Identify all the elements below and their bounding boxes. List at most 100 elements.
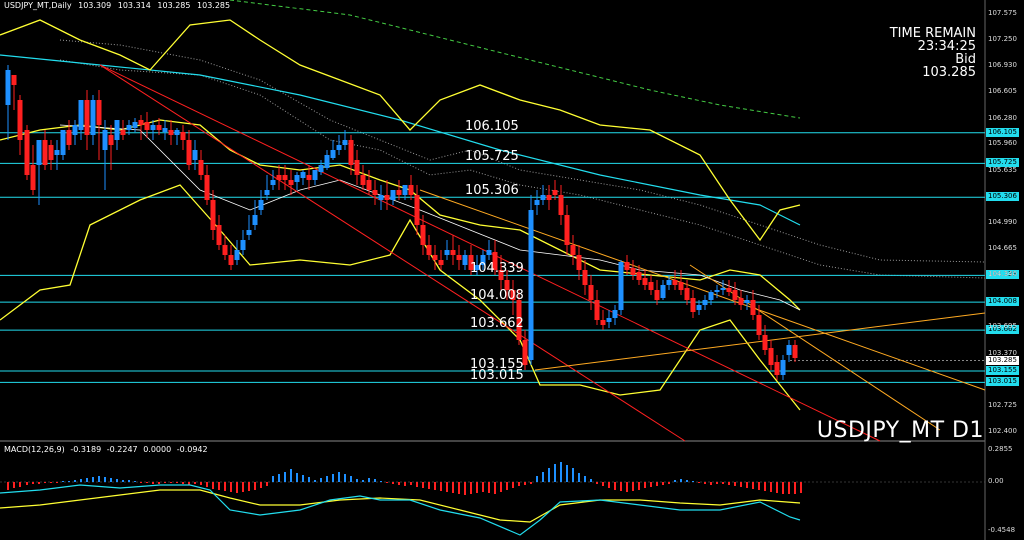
candle-body [768, 348, 774, 365]
macd-histogram-bar [272, 476, 274, 482]
candle-body [204, 175, 210, 200]
candle-body [474, 265, 480, 270]
macd-histogram-bar [734, 482, 736, 486]
macd-histogram-bar [614, 482, 616, 490]
macd-histogram-bar [188, 482, 190, 485]
macd-histogram-bar [452, 482, 454, 493]
macd-histogram-bar [92, 477, 94, 482]
macd-histogram-bar [746, 482, 748, 488]
macd-histogram-bar [206, 482, 208, 487]
candle-body [66, 130, 72, 145]
candle-body [666, 280, 672, 285]
candle-body [726, 288, 732, 292]
candle-body [11, 75, 17, 85]
chart-header: USDJPY_MT,Daily 103.309 103.314 103.285 … [4, 1, 234, 10]
macd-histogram-bar [458, 482, 460, 494]
candle-body [564, 215, 570, 245]
candle-body [468, 255, 474, 270]
level-price-tag: 103.155 [986, 366, 1019, 376]
candle-body [462, 255, 468, 265]
macd-histogram-bar [98, 476, 100, 482]
candle-body [336, 145, 342, 150]
high-value: 103.314 [117, 1, 151, 10]
orange-trendline-down-2 [689, 264, 941, 431]
candle-body [48, 145, 54, 160]
candle-body [438, 260, 444, 265]
macd-histogram-bar [644, 482, 646, 488]
candle-body [120, 130, 126, 135]
level-label: 104.008 [470, 288, 524, 304]
macd-histogram-bar [500, 482, 502, 492]
candle-body [78, 100, 84, 130]
open-value: 103.309 [78, 1, 112, 10]
candle-body [162, 128, 168, 132]
macd-histogram-bar [404, 482, 406, 486]
macd-histogram-bar [674, 480, 676, 482]
macd-histogram-bar [692, 481, 694, 482]
macd-histogram-bar [716, 482, 718, 484]
price-axis-label: 104.340 [988, 270, 1017, 279]
macd-histogram-bar [572, 468, 574, 482]
macd-histogram-bar [44, 482, 46, 483]
price-axis-label: 106.605 [988, 87, 1017, 96]
candle-body [420, 225, 426, 245]
close-value: 103.285 [197, 1, 231, 10]
candle-body [54, 150, 60, 155]
macd-histogram-bar [368, 478, 370, 482]
symbol-label: USDJPY_MT,Daily [4, 1, 72, 10]
macd-histogram-bar [794, 482, 796, 494]
candle-body [72, 125, 78, 135]
macd-histogram-bar [530, 482, 532, 484]
macd-histogram-bar [374, 479, 376, 482]
candle-body [588, 285, 594, 300]
macd-histogram-bar [410, 482, 412, 485]
candle-body [150, 125, 156, 130]
macd-histogram-bar [380, 481, 382, 482]
macd-histogram-bar [62, 481, 64, 482]
macd-histogram-bar [758, 482, 760, 490]
candle-body [762, 335, 768, 350]
macd-histogram-bar [488, 482, 490, 493]
candle-body [294, 175, 300, 182]
macd-histogram-bar [290, 469, 292, 482]
level-price-tag: 104.008 [986, 297, 1019, 307]
candle-body [738, 298, 744, 305]
macd-histogram-bar [704, 482, 706, 484]
candle-body [216, 225, 222, 245]
candle-body [30, 165, 36, 190]
macd-histogram-bar [146, 482, 148, 483]
price-axis-label: 105.960 [988, 139, 1017, 148]
macd-histogram-bar [212, 482, 214, 489]
macd-histogram-bar [260, 482, 262, 488]
macd-histogram-bar [104, 477, 106, 482]
macd-histogram-bar [278, 474, 280, 482]
macd-histogram-bar [296, 473, 298, 482]
price-axis-label: 106.280 [988, 113, 1017, 122]
macd-header: MACD(12,26,9) -0.3189 -0.2247 0.0000 -0.… [4, 445, 211, 454]
candle-body [342, 140, 348, 145]
macd-histogram-bar [620, 482, 622, 491]
candle-body [642, 278, 648, 285]
macd-histogram-bar [440, 482, 442, 491]
candle-body [114, 120, 120, 140]
macd-histogram-bar [656, 482, 658, 486]
macd-histogram-bar [782, 482, 784, 494]
symbol-watermark: USDJPY_MT D1 [816, 418, 984, 443]
price-axis-label: 102.400 [988, 427, 1017, 435]
candle-body [486, 250, 492, 255]
macd-histogram-bar [770, 482, 772, 492]
price-axis-label: 102.725 [988, 400, 1017, 409]
candle-body [108, 135, 114, 145]
candle-body [396, 190, 402, 195]
macd-histogram-bar [560, 462, 562, 482]
candle-body [252, 215, 258, 225]
macd-histogram-bar [392, 482, 394, 484]
candle-body [384, 195, 390, 200]
macd-histogram-bar [13, 482, 15, 488]
macd-histogram-bar [266, 482, 268, 486]
candle-body [414, 195, 420, 225]
candle-body [606, 318, 612, 322]
candle-body [432, 255, 438, 260]
candle-body [372, 190, 378, 195]
